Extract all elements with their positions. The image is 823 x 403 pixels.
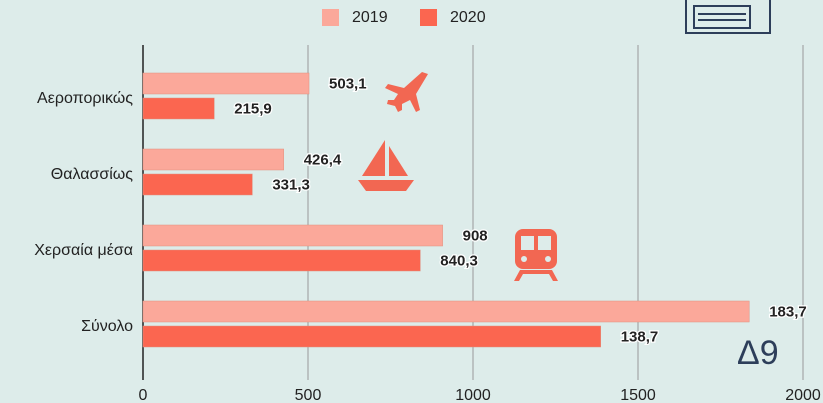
value-label: 215,9: [234, 100, 272, 117]
x-tick-label: 500: [295, 387, 322, 403]
value-label: 426,4: [304, 151, 342, 168]
bar: [142, 325, 601, 348]
value-label: 331,3: [272, 176, 310, 193]
bar: [142, 72, 310, 95]
value-label: 840,3: [440, 252, 478, 269]
plane-icon: [385, 72, 428, 112]
x-tick-label: 2000: [785, 387, 821, 403]
value-label: 503,1: [329, 75, 367, 92]
legend-swatch: [322, 9, 339, 26]
boat-icon: [358, 140, 414, 191]
value-label: 138,7: [621, 328, 659, 345]
y-tick-label: Σύνολο: [81, 318, 133, 335]
value-label: 183,7: [769, 303, 807, 320]
legend-swatch: [420, 9, 437, 26]
bar: [142, 148, 284, 171]
bar: [142, 249, 421, 272]
y-tick-label: Χερσαία μέσα: [34, 242, 133, 259]
y-tick-label: Αεροπορικώς: [37, 90, 133, 107]
x-tick-label: 0: [139, 387, 148, 403]
y-tick-label: Θαλασσίως: [51, 166, 134, 183]
value-label: 908: [463, 227, 488, 244]
bar: [142, 173, 253, 196]
train-icon: [514, 229, 558, 281]
legend-label: 2019: [352, 9, 388, 26]
x-tick-label: 1500: [620, 387, 656, 403]
bar: [142, 300, 750, 323]
x-tick-label: 1000: [455, 387, 491, 403]
car-icon: [685, 0, 771, 34]
annotation: Δ9: [737, 334, 779, 372]
bar: [142, 224, 443, 247]
legend-label: 2020: [450, 9, 486, 26]
bar: [142, 97, 215, 120]
